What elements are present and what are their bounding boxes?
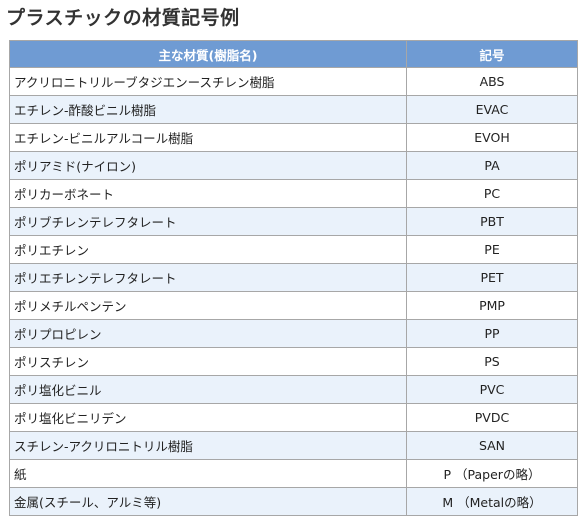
material-cell: ポリプロピレン — [9, 319, 407, 348]
symbol-cell: PBT — [406, 207, 578, 236]
symbol-cell: PS — [406, 347, 578, 376]
symbol-cell: EVOH — [406, 123, 578, 152]
table-row: ポリブチレンテレフタレート PBT — [9, 207, 578, 236]
symbol-cell: PP — [406, 319, 578, 348]
header-material: 主な材質(樹脂名) — [9, 40, 407, 68]
material-cell: スチレン-アクリロニトリル樹脂 — [9, 431, 407, 460]
symbol-cell: ABS — [406, 67, 578, 96]
material-cell: ポリ塩化ビニリデン — [9, 403, 407, 432]
material-cell: エチレン-ビニルアルコール樹脂 — [9, 123, 407, 152]
page-title: プラスチックの材質記号例 — [6, 7, 240, 29]
table-row: ポリプロピレン PP — [9, 319, 578, 348]
table-row: ポリアミド(ナイロン) PA — [9, 151, 578, 180]
table-row: ポリエチレンテレフタレート PET — [9, 263, 578, 292]
header-symbol: 記号 — [406, 40, 578, 68]
material-cell: アクリロニトリルーブタジエンースチレン樹脂 — [9, 67, 407, 96]
material-cell: ポリメチルペンテン — [9, 291, 407, 320]
table-row: ポリカーボネート PC — [9, 179, 578, 208]
table-header-row: 主な材質(樹脂名) 記号 — [9, 40, 578, 68]
table-row: ポリスチレン PS — [9, 347, 578, 376]
table-row: エチレン-酢酸ビニル樹脂 EVAC — [9, 95, 578, 124]
symbol-cell: PVC — [406, 375, 578, 404]
symbol-cell: PET — [406, 263, 578, 292]
symbol-cell: PVDC — [406, 403, 578, 432]
material-cell: ポリエチレンテレフタレート — [9, 263, 407, 292]
table-row: ポリ塩化ビニル PVC — [9, 375, 578, 404]
table-row: アクリロニトリルーブタジエンースチレン樹脂 ABS — [9, 67, 578, 96]
symbol-cell: EVAC — [406, 95, 578, 124]
material-cell: 紙 — [9, 459, 407, 488]
symbol-cell: PC — [406, 179, 578, 208]
symbol-cell: PA — [406, 151, 578, 180]
table-row: エチレン-ビニルアルコール樹脂 EVOH — [9, 123, 578, 152]
symbol-cell: SAN — [406, 431, 578, 460]
table-row: ポリエチレン PE — [9, 235, 578, 264]
material-cell: ポリスチレン — [9, 347, 407, 376]
symbol-cell: P （Paperの略） — [406, 459, 578, 488]
material-cell: ポリ塩化ビニル — [9, 375, 407, 404]
table-row: 紙 P （Paperの略） — [9, 459, 578, 488]
symbol-cell: PMP — [406, 291, 578, 320]
material-cell: ポリカーボネート — [9, 179, 407, 208]
material-cell: ポリエチレン — [9, 235, 407, 264]
table-row: ポリメチルペンテン PMP — [9, 291, 578, 320]
symbol-cell: PE — [406, 235, 578, 264]
material-symbol-table: 主な材質(樹脂名) 記号 アクリロニトリルーブタジエンースチレン樹脂 ABS エ… — [9, 40, 578, 516]
table-row: スチレン-アクリロニトリル樹脂 SAN — [9, 431, 578, 460]
material-cell: エチレン-酢酸ビニル樹脂 — [9, 95, 407, 124]
material-cell: 金属(スチール、アルミ等) — [9, 487, 407, 516]
material-cell: ポリブチレンテレフタレート — [9, 207, 407, 236]
table-row: ポリ塩化ビニリデン PVDC — [9, 403, 578, 432]
symbol-cell: M （Metalの略） — [406, 487, 578, 516]
material-cell: ポリアミド(ナイロン) — [9, 151, 407, 180]
table-row: 金属(スチール、アルミ等) M （Metalの略） — [9, 487, 578, 516]
